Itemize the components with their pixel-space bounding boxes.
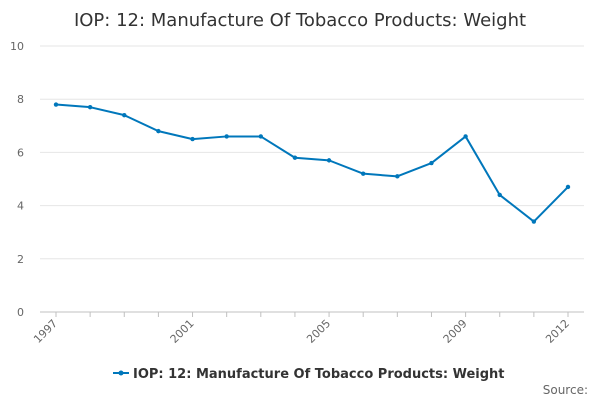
data-point[interactable] — [326, 158, 332, 163]
data-point[interactable] — [53, 102, 59, 107]
data-point[interactable] — [224, 134, 229, 139]
y-tick-label: 2 — [17, 253, 24, 266]
data-point[interactable] — [361, 171, 366, 176]
series-line — [55, 103, 569, 223]
y-axis-ticks: 0 2 4 6 8 10 — [10, 40, 24, 319]
data-point[interactable] — [258, 134, 263, 139]
x-axis-ticks: 1997 2001 2005 2009 2012 — [31, 312, 572, 346]
data-point[interactable] — [565, 184, 571, 190]
x-tick-label: 2001 — [168, 317, 197, 346]
data-point[interactable] — [497, 192, 502, 198]
y-tick-label: 8 — [17, 93, 24, 106]
data-point[interactable] — [531, 219, 537, 224]
data-point[interactable] — [463, 134, 468, 139]
x-tick-label: 1997 — [31, 317, 60, 346]
data-point[interactable] — [122, 112, 127, 118]
x-tick-label: 2012 — [543, 317, 572, 346]
chart-title: IOP: 12: Manufacture Of Tobacco Products… — [74, 10, 526, 31]
data-point[interactable] — [429, 160, 434, 166]
data-point[interactable] — [190, 136, 195, 142]
series-group — [53, 102, 571, 224]
legend[interactable]: IOP: 12: Manufacture Of Tobacco Products… — [113, 367, 505, 382]
y-tick-label: 0 — [17, 306, 24, 319]
source-label: Source: — [543, 383, 588, 397]
y-tick-label: 6 — [17, 146, 24, 159]
data-point[interactable] — [395, 174, 400, 179]
legend-label: IOP: 12: Manufacture Of Tobacco Products… — [133, 367, 505, 382]
y-tick-label: 4 — [17, 200, 24, 213]
x-tick-label: 2009 — [441, 317, 470, 346]
grid-lines — [40, 45, 584, 260]
data-point[interactable] — [156, 128, 161, 134]
legend-marker — [118, 370, 124, 376]
y-tick-label: 10 — [10, 40, 24, 53]
data-point[interactable] — [87, 104, 93, 110]
x-tick-label: 2005 — [304, 317, 333, 346]
data-point[interactable] — [292, 155, 298, 160]
